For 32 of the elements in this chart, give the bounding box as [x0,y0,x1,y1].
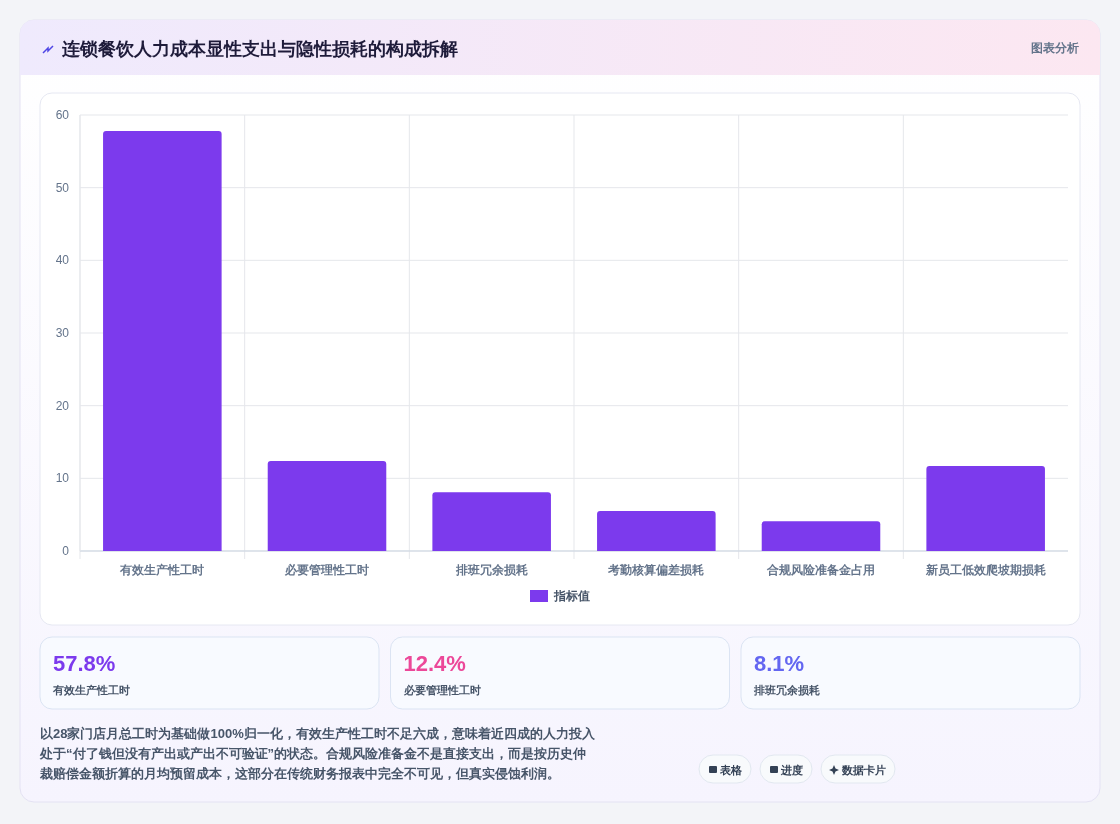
text: 表格 [719,764,743,776]
legend-label: 指标值 [553,589,590,603]
text: 必要管理性工时 [402,684,481,696]
x-tick-label: 有效生产性工时 [119,563,205,577]
text: 进度 [780,764,803,776]
text: 57.8% [53,651,116,676]
bar [761,521,881,551]
x-tick-label: 排班冗余损耗 [454,563,528,577]
y-tick-label: 50 [55,180,70,195]
bar [267,460,387,551]
y-tick-label: 40 [55,253,70,268]
bar [926,465,1045,551]
y-tick-label: 0 [62,544,70,558]
bar [432,492,551,551]
x-tick-label: 必要管理性工时 [284,563,369,577]
x-tick-label: 考勤核算偏差损耗 [607,563,705,577]
text: 8.1% [754,651,805,676]
text: 图表分析 [1031,41,1079,55]
x-tick-label: 新员工低效爬坡期损耗 [924,563,1046,577]
chart-title: 连锁餐饮人力成本显性支出与隐性损耗的构成拆解 [61,39,458,59]
x-tick-label: 合规风险准备金占用 [766,563,875,577]
y-tick-label: 30 [55,326,70,340]
text: 排班冗余损耗 [753,684,820,696]
text: 有效生产性工时 [52,684,130,696]
bar [597,511,716,551]
bar [103,130,222,551]
text: 以28家门店月总工时为基础做100%归一化，有效生产性工时不足六成，意味着近四成的人力投入处于“付了钱但没有产出或产出不可验证”的状态。合规风险准备金不是直接支出，而是按历史仲裁赔偿金额折算的月均预留成本，这部分在传统财务报表中完全不可见，但真实侵蚀利润。 [39,726,596,781]
text: 12.4% [403,651,466,676]
text: 数据卡片 [841,764,886,776]
y-tick-label: 10 [55,471,70,486]
y-tick-label: 20 [55,398,70,413]
y-tick-label: 60 [55,108,70,122]
